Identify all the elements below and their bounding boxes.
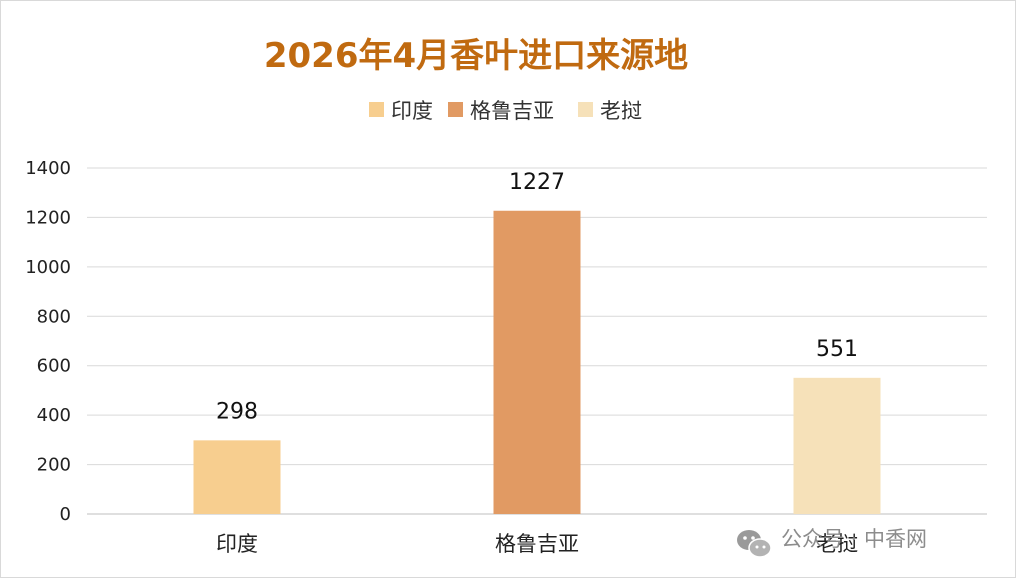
chart-title: 2026年4月香叶进口来源地	[264, 36, 688, 76]
legend-swatch	[448, 102, 463, 117]
x-tick-label: 印度	[216, 532, 258, 556]
y-axis: 0 200 400 600 800 1000 1200 1400	[25, 158, 71, 525]
legend-swatch	[578, 102, 593, 117]
data-label: 1227	[509, 170, 565, 195]
y-tick-label: 600	[37, 356, 71, 377]
bar	[493, 210, 581, 514]
y-tick-label: 0	[60, 504, 71, 525]
y-tick-label: 800	[37, 306, 71, 327]
watermark-text: 公众号 · 中香网	[781, 527, 927, 551]
data-label: 551	[816, 337, 858, 362]
legend-entry: 格鲁吉亚	[470, 99, 554, 123]
bars	[193, 210, 881, 514]
y-tick-label: 1000	[25, 257, 71, 278]
x-tick-label: 老挝	[816, 532, 858, 556]
legend-swatch	[369, 102, 384, 117]
wechat-icon	[737, 530, 772, 558]
data-labels: 298 1227 551	[216, 170, 858, 425]
bar	[793, 377, 881, 514]
y-tick-label: 400	[37, 405, 71, 426]
legend: 印度 格鲁吉亚 老挝	[369, 99, 642, 123]
legend-entry: 印度	[391, 99, 433, 123]
x-tick-label: 格鲁吉亚	[495, 532, 579, 556]
legend-entry: 老挝	[600, 99, 642, 123]
data-label: 298	[216, 399, 258, 424]
y-tick-label: 1400	[25, 158, 71, 179]
y-tick-label: 200	[37, 455, 71, 476]
watermark: 公众号 · 中香网	[737, 527, 927, 558]
bar	[193, 440, 281, 514]
y-tick-label: 1200	[25, 207, 71, 228]
x-axis: 印度 格鲁吉亚 老挝	[216, 532, 858, 556]
